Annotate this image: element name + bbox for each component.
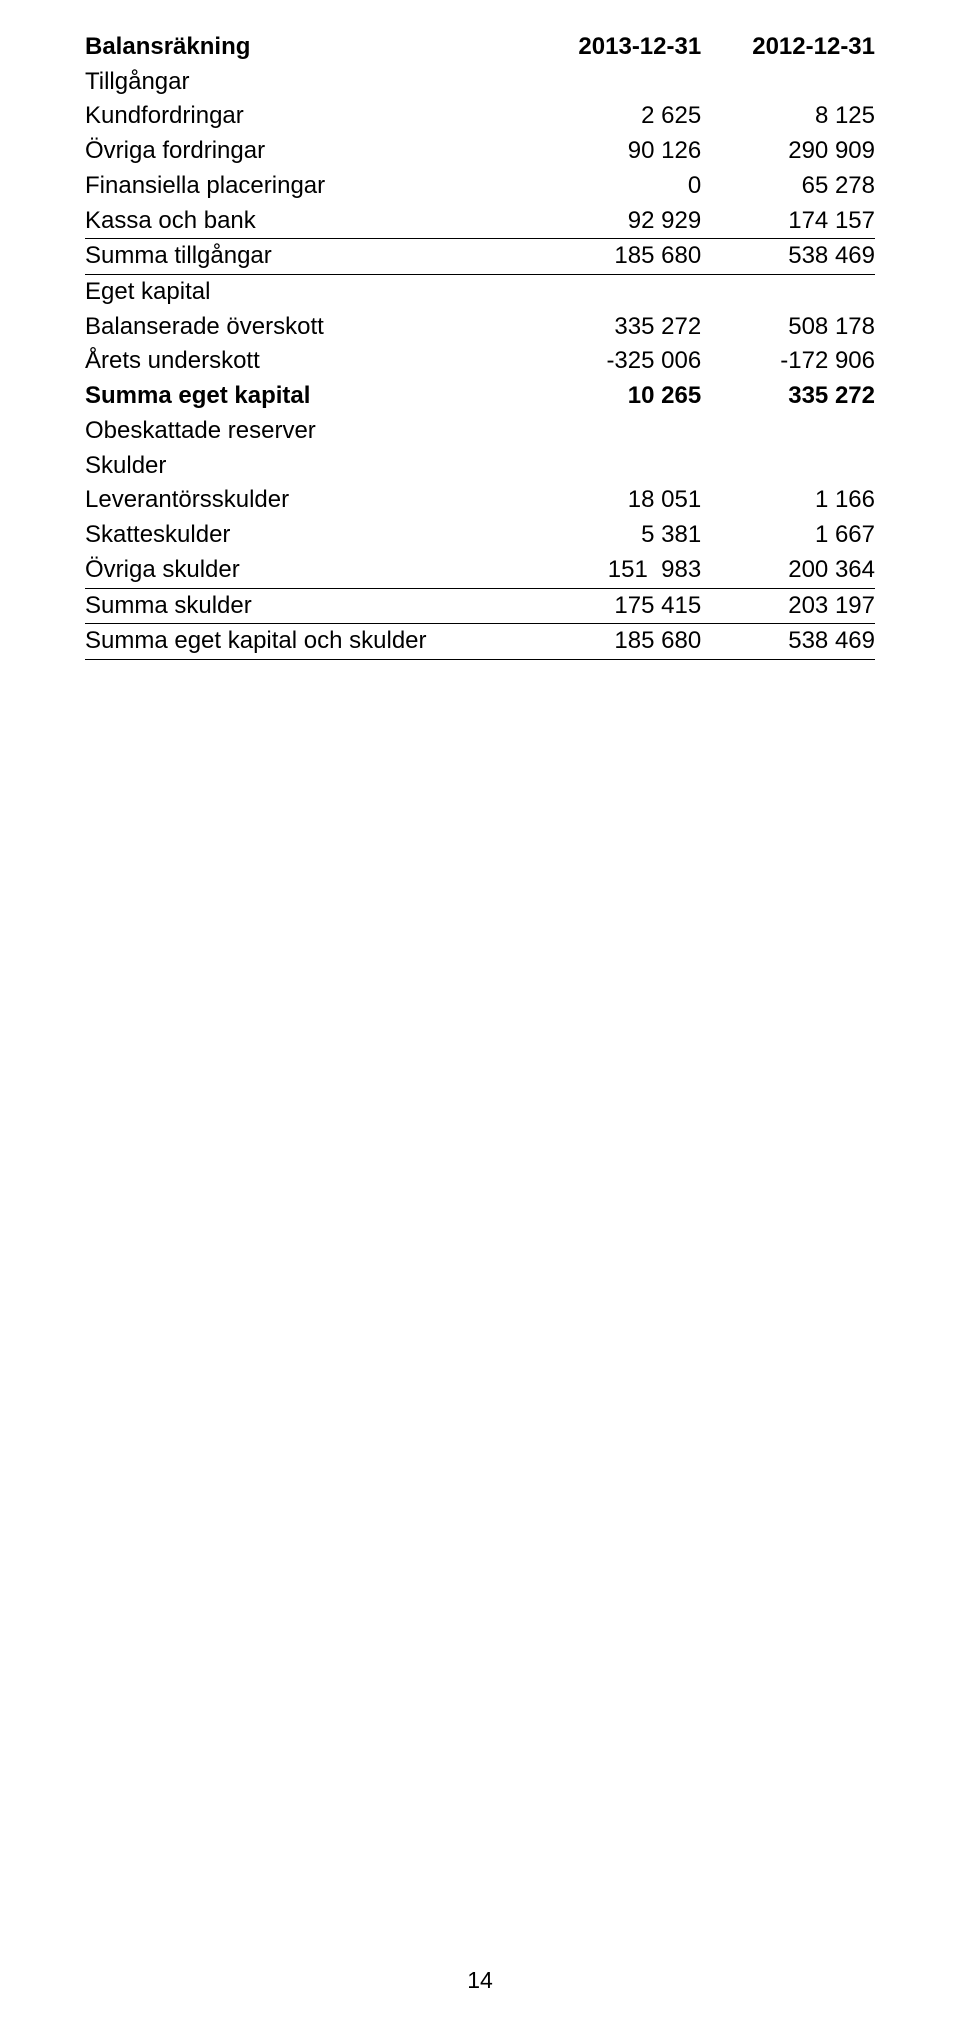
row-v1: 18 051 (527, 483, 701, 518)
row-v1: 175 415 (527, 588, 701, 624)
section-heading-eget-kapital: Eget kapital (85, 275, 875, 310)
heading-text: Eget kapital (85, 275, 527, 310)
row-skatteskulder: Skatteskulder 5 381 1 667 (85, 518, 875, 553)
row-v2: -172 906 (701, 344, 875, 379)
row-balanserade-overskott: Balanserade överskott 335 272 508 178 (85, 310, 875, 345)
row-v2: 65 278 (701, 169, 875, 204)
row-finansiella-placeringar: Finansiella placeringar 0 65 278 (85, 169, 875, 204)
row-v1: 0 (527, 169, 701, 204)
row-summa-tillgangar: Summa tillgångar 185 680 538 469 (85, 239, 875, 275)
row-v2: 1 667 (701, 518, 875, 553)
row-v1: -325 006 (527, 344, 701, 379)
row-ovriga-skulder: Övriga skulder 151 983 200 364 (85, 553, 875, 588)
row-kassa-bank: Kassa och bank 92 929 174 157 (85, 204, 875, 239)
section-heading-obeskattade: Obeskattade reserver (85, 414, 875, 449)
sheet-title: Balansräkning (85, 30, 527, 65)
row-v2: 290 909 (701, 134, 875, 169)
row-v2: 1 166 (701, 483, 875, 518)
row-label: Leverantörsskulder (85, 483, 527, 518)
row-v1: 10 265 (527, 379, 701, 414)
row-v1: 185 680 (527, 239, 701, 275)
row-v1: 90 126 (527, 134, 701, 169)
row-v1: 335 272 (527, 310, 701, 345)
col1-header: 2013-12-31 (527, 30, 701, 65)
row-v1: 2 625 (527, 99, 701, 134)
row-v2: 8 125 (701, 99, 875, 134)
section-heading-skulder: Skulder (85, 449, 875, 484)
row-v1: 151 983 (527, 553, 701, 588)
row-v2: 538 469 (701, 624, 875, 660)
row-label: Övriga fordringar (85, 134, 527, 169)
row-v1: 5 381 (527, 518, 701, 553)
row-v1: 185 680 (527, 624, 701, 660)
page-number: 14 (0, 1967, 960, 1994)
row-v1: 92 929 (527, 204, 701, 239)
row-label: Årets underskott (85, 344, 527, 379)
row-label: Summa eget kapital och skulder (85, 624, 527, 660)
row-v2: 203 197 (701, 588, 875, 624)
row-v2: 174 157 (701, 204, 875, 239)
section-heading-tillgangar: Tillgångar (85, 65, 875, 100)
row-v2: 200 364 (701, 553, 875, 588)
heading-text: Skulder (85, 449, 527, 484)
row-label: Balanserade överskott (85, 310, 527, 345)
row-label: Summa tillgångar (85, 239, 527, 275)
row-label: Övriga skulder (85, 553, 527, 588)
row-summa-total: Summa eget kapital och skulder 185 680 5… (85, 624, 875, 660)
row-label: Finansiella placeringar (85, 169, 527, 204)
title-row: Balansräkning 2013-12-31 2012-12-31 (85, 30, 875, 65)
page: Balansräkning 2013-12-31 2012-12-31 Till… (0, 0, 960, 2034)
row-summa-skulder: Summa skulder 175 415 203 197 (85, 588, 875, 624)
row-summa-eget-kapital: Summa eget kapital 10 265 335 272 (85, 379, 875, 414)
balance-sheet-table: Balansräkning 2013-12-31 2012-12-31 Till… (85, 30, 875, 660)
heading-text: Obeskattade reserver (85, 414, 527, 449)
row-v2: 538 469 (701, 239, 875, 275)
row-label: Skatteskulder (85, 518, 527, 553)
row-label: Kundfordringar (85, 99, 527, 134)
row-label: Summa eget kapital (85, 379, 527, 414)
heading-text: Tillgångar (85, 65, 527, 100)
row-kundfordringar: Kundfordringar 2 625 8 125 (85, 99, 875, 134)
row-leverantorsskulder: Leverantörsskulder 18 051 1 166 (85, 483, 875, 518)
row-v2: 508 178 (701, 310, 875, 345)
row-arets-underskott: Årets underskott -325 006 -172 906 (85, 344, 875, 379)
row-ovriga-fordringar: Övriga fordringar 90 126 290 909 (85, 134, 875, 169)
row-label: Summa skulder (85, 588, 527, 624)
col2-header: 2012-12-31 (701, 30, 875, 65)
row-label: Kassa och bank (85, 204, 527, 239)
row-v2: 335 272 (701, 379, 875, 414)
